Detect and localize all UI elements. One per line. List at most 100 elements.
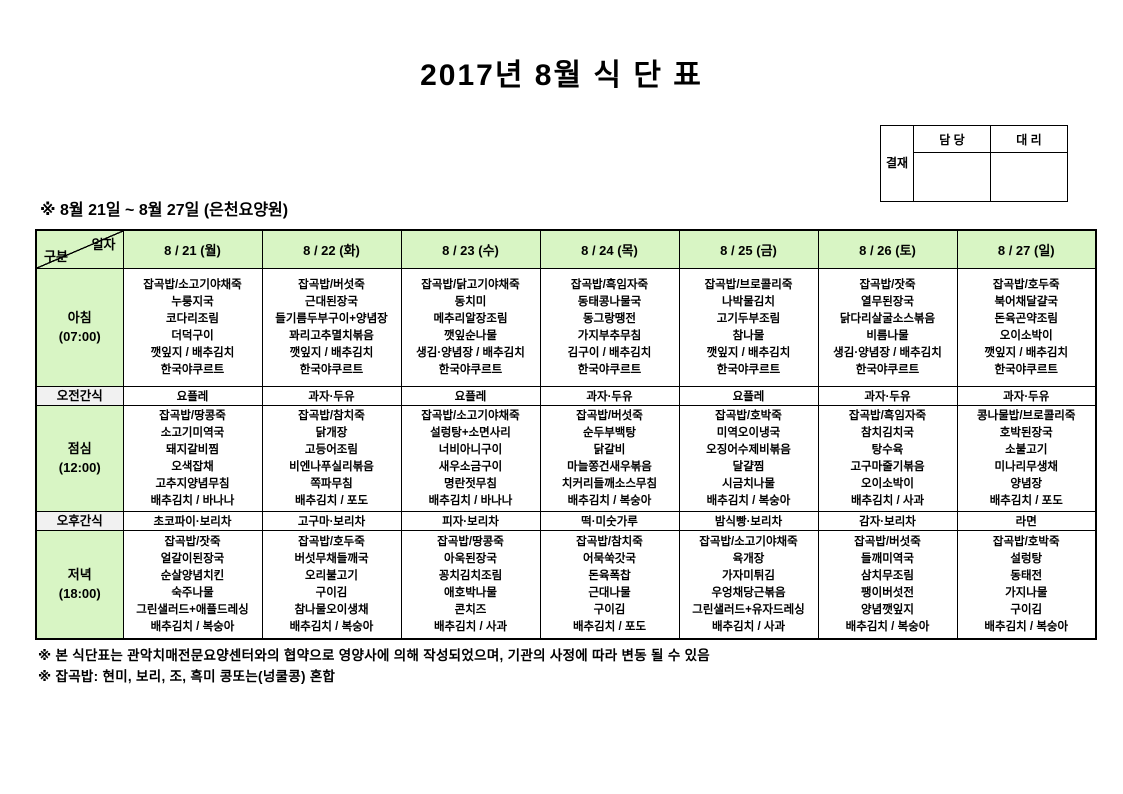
pm-snack-cell: 피자·보리차 xyxy=(400,511,541,532)
menu-item: 깻잎지 / 배추김치 xyxy=(984,346,1069,359)
corner-category-label: 구분 xyxy=(44,249,68,264)
dinner-cell: 잡곡밥/버섯죽 들깨미역국 삼치무조림 팽이버섯전 양념깻잎지 배추김치 / 복숭아 xyxy=(817,530,958,640)
menu-item: 닭개장 xyxy=(315,426,348,439)
lunch-cell: 잡곡밥/소고기야채죽 설렁탕+소면사리 너비아니구이 새우소금구이 명란젓무침 배추김치 … xyxy=(400,405,541,513)
menu-item: 호박된장국 xyxy=(999,426,1053,439)
menu-item: 그린샐러드+유자드레싱 xyxy=(692,603,805,616)
breakfast-cell: 잡곡밥/잣죽 열무된장국 닭다리살굴소스볶음 비름나물 생김·양념장 / 배추김치 한국야… xyxy=(817,268,958,387)
menu-item: 들깨미역국 xyxy=(861,552,914,565)
menu-item: 마늘쫑건새우볶음 xyxy=(567,460,652,473)
menu-item: 순살양념치킨 xyxy=(160,569,225,582)
am-snack-cell: 과자·두유 xyxy=(539,385,680,407)
menu-item: 들기름두부구이+양념장 xyxy=(275,312,388,325)
menu-item: 비엔나푸실리볶음 xyxy=(289,460,374,473)
menu-item: 구이김 xyxy=(1010,603,1043,616)
corner-date-label: 일자 xyxy=(91,237,116,252)
menu-item: 메추리알장조림 xyxy=(433,312,508,325)
menu-item: 잡곡밥/호두죽 xyxy=(298,535,365,548)
menu-item: 잡곡밥/호박죽 xyxy=(715,409,782,422)
row-label-text: 오전간식 xyxy=(56,389,103,403)
menu-item: 배추김치 / 복숭아 xyxy=(984,620,1069,633)
menu-item: 쪽파무침 xyxy=(310,477,353,490)
lunch-cell: 잡곡밥/호박죽 미역오이냉국 오징어수제비볶음 달걀찜 시금치나물 배추김치 / 복숭아 xyxy=(678,405,819,513)
day-header: 8 / 22 (화) xyxy=(261,229,402,269)
row-label-pm-snack: 오후간식 xyxy=(35,511,124,532)
menu-item: 동태전 xyxy=(1010,569,1043,582)
menu-item: 한국야쿠르트 xyxy=(855,363,920,376)
menu-item: 참나물 xyxy=(732,329,765,342)
menu-item: 우엉채당근볶음 xyxy=(711,586,786,599)
menu-item: 고구마줄기볶음 xyxy=(850,460,925,473)
menu-item: 더덕구이 xyxy=(171,329,214,342)
pm-snack-cell: 라면 xyxy=(956,511,1097,532)
row-label-time: (12:00) xyxy=(58,459,101,475)
menu-item: 가지나물 xyxy=(1005,586,1048,599)
menu-item: 생김·양념장 / 배추김치 xyxy=(416,346,525,359)
menu-item: 잡곡밥/소고기야채죽 xyxy=(699,535,798,548)
menu-item: 배추김치 / 복숭아 xyxy=(567,494,652,507)
menu-item: 배추김치 / 복숭아 xyxy=(845,620,930,633)
menu-item: 그린샐러드+애플드레싱 xyxy=(136,603,249,616)
menu-item: 나박물김치 xyxy=(722,295,775,308)
menu-item: 애호박나물 xyxy=(444,586,497,599)
menu-item: 참치김치국 xyxy=(861,426,914,439)
menu-item: 양념장 xyxy=(1010,477,1043,490)
row-label-am-snack: 오전간식 xyxy=(35,385,124,407)
pm-snack-cell: 떡·미숫가루 xyxy=(539,511,680,532)
menu-item: 오이소박이 xyxy=(999,329,1053,342)
menu-item: 오이소박이 xyxy=(861,477,914,490)
lunch-cell: 잡곡밥/땅콩죽 소고기미역국 돼지갈비찜 오색잡채 고추지양념무침 배추김치 / 바나나 xyxy=(122,405,263,513)
menu-item: 오리불고기 xyxy=(305,569,358,582)
menu-item: 깻잎지 / 배추김치 xyxy=(706,346,791,359)
row-label-text: 아침 xyxy=(67,309,92,325)
menu-item: 구이김 xyxy=(315,586,348,599)
menu-item: 배추김치 / 바나나 xyxy=(150,494,235,507)
menu-item: 숙주나물 xyxy=(171,586,214,599)
menu-item: 양념깻잎지 xyxy=(861,603,914,616)
menu-item: 소고기미역국 xyxy=(160,426,225,439)
breakfast-cell: 잡곡밥/호두죽 북어채달걀국 돈육곤약조림 오이소박이 깻잎지 / 배추김치 한국야쿠르트 xyxy=(956,268,1097,387)
approval-blank-damdang xyxy=(913,152,991,202)
menu-item: 한국야쿠르트 xyxy=(994,363,1058,376)
menu-item: 치커리들깨소스무침 xyxy=(561,477,658,490)
menu-item: 얼갈이된장국 xyxy=(160,552,225,565)
menu-item: 배추김치 / 포도 xyxy=(572,620,647,633)
lunch-cell: 잡곡밥/흑임자죽 참치김치국 탕수육 고구마줄기볶음 오이소박이 배추김치 / 사과 xyxy=(817,405,958,513)
pm-snack-cell: 고구마·보리차 xyxy=(261,511,402,532)
menu-item: 누룽지국 xyxy=(171,295,214,308)
menu-item: 배추김치 / 복숭아 xyxy=(289,620,374,633)
menu-item: 생김·양념장 / 배추김치 xyxy=(833,346,942,359)
menu-item: 잡곡밥/버섯죽 xyxy=(576,409,643,422)
lunch-cell: 잡곡밥/버섯죽 순두부백탕 닭갈비 마늘쫑건새우볶음 치커리들깨소스무침 배추김치 / 복… xyxy=(539,405,680,513)
menu-item: 가자미튀김 xyxy=(722,569,775,582)
menu-item: 김구이 / 배추김치 xyxy=(567,346,652,359)
menu-item: 고기두부조림 xyxy=(716,312,781,325)
dinner-cell: 잡곡밥/호두죽 버섯무채들깨국 오리불고기 구이김 참나물오이생채 배추김치 / 복숭아 xyxy=(261,530,402,640)
menu-item: 동치미 xyxy=(454,295,487,308)
menu-item: 콩나물밥/브로콜리죽 xyxy=(977,409,1076,422)
row-label-dinner: 저녁 (18:00) xyxy=(35,530,124,640)
week-range-subtitle: ※ 8월 21일 ~ 8월 27일 (은천요양원) xyxy=(40,202,289,219)
pm-snack-cell: 감자·보리차 xyxy=(817,511,958,532)
menu-item: 고등어조림 xyxy=(305,443,358,456)
footnote-grain-info: ※ 잡곡밥: 현미, 보리, 조, 흑미 콩또는(넝쿨콩) 혼합 xyxy=(38,669,336,684)
menu-item: 깻잎지 / 배추김치 xyxy=(150,346,235,359)
menu-item: 배추김치 / 복숭아 xyxy=(150,620,235,633)
menu-item: 구이김 xyxy=(593,603,626,616)
menu-item: 한국야쿠르트 xyxy=(577,363,642,376)
menu-item: 잡곡밥/흑임자죽 xyxy=(848,409,927,422)
menu-item: 돈육폭찹 xyxy=(588,569,631,582)
menu-item: 동그랑땡전 xyxy=(583,312,636,325)
menu-item: 잡곡밥/땅콩죽 xyxy=(159,409,226,422)
menu-item: 아욱된장국 xyxy=(444,552,497,565)
menu-item: 잡곡밥/잣죽 xyxy=(859,278,916,291)
menu-item: 근대된장국 xyxy=(305,295,358,308)
approval-stamp-label: 결재 xyxy=(880,125,914,202)
am-snack-cell: 과자·두유 xyxy=(261,385,402,407)
menu-item: 배추김치 / 사과 xyxy=(433,620,508,633)
menu-item: 육개장 xyxy=(732,552,765,565)
row-lunch: 점심 (12:00) 잡곡밥/땅콩죽 소고기미역국 돼지갈비찜 오색잡채 고추지양념무침 배추… xyxy=(35,405,1097,513)
menu-item: 콘치즈 xyxy=(454,603,487,616)
menu-item: 명란젓무침 xyxy=(444,477,497,490)
